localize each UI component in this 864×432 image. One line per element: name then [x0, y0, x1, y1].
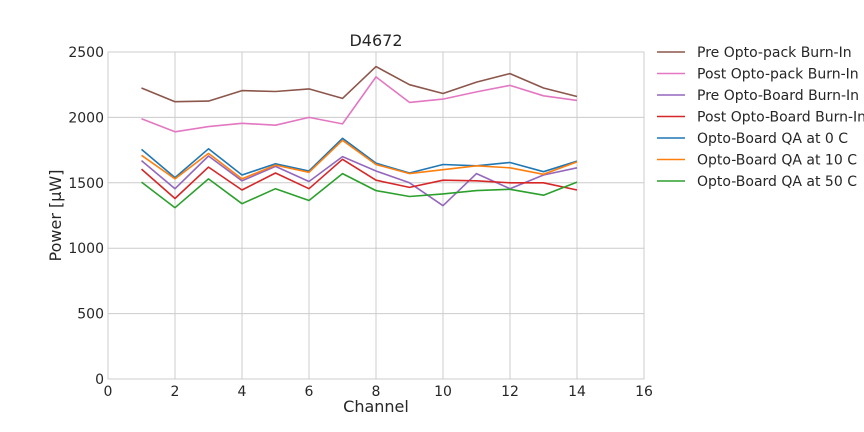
legend-label: Pre Opto-pack Burn-In — [697, 45, 852, 61]
x-tick-label: 8 — [372, 384, 381, 400]
y-tick-label: 500 — [77, 307, 104, 323]
y-tick-label: 0 — [95, 372, 104, 388]
y-tick-label: 2000 — [68, 110, 104, 126]
x-tick-label: 4 — [238, 384, 247, 400]
x-tick-label: 12 — [501, 384, 519, 400]
series-line-1 — [141, 65, 578, 103]
plot-frame — [107, 51, 645, 380]
legend-label: Opto-Board QA at 10 C — [697, 153, 857, 169]
series-line-2 — [141, 76, 578, 133]
y-tick-label: 1000 — [68, 241, 104, 257]
y-tick-label: 2500 — [68, 45, 104, 61]
series-line-5 — [140, 137, 578, 179]
x-tick-label: 2 — [171, 384, 180, 400]
series-line-6 — [141, 139, 578, 180]
legend-label: Opto-Board QA at 0 C — [697, 131, 848, 147]
series-line-3 — [140, 155, 578, 207]
x-axis-label: Channel — [343, 397, 409, 416]
legend-label: Post Opto-pack Burn-In — [697, 67, 859, 83]
legend-label: Post Opto-Board Burn-In — [697, 110, 864, 126]
tick-labels: 0 2 4 6 8 10 12 14 16 0 500 1000 1500 2000 2500 — [68, 45, 653, 400]
legend-label: Opto-Board QA at 50 C — [697, 174, 857, 190]
series-line-4 — [140, 158, 578, 200]
x-tick-label: 6 — [305, 384, 314, 400]
chart-title: D4672 — [349, 31, 402, 50]
legend-label: Pre Opto-Board Burn-In — [697, 88, 859, 104]
legend: Pre Opto-pack Burn-In Post Opto-pack Burn… — [657, 45, 864, 190]
x-tick-label: 0 — [104, 384, 113, 400]
y-tick-label: 1500 — [68, 176, 104, 192]
x-tick-label: 14 — [568, 384, 586, 400]
series-line-7 — [141, 172, 578, 209]
x-tick-label: 16 — [635, 384, 653, 400]
y-axis-label: Power [μW] — [46, 170, 65, 262]
series-lines — [140, 65, 578, 209]
x-tick-label: 10 — [434, 384, 452, 400]
